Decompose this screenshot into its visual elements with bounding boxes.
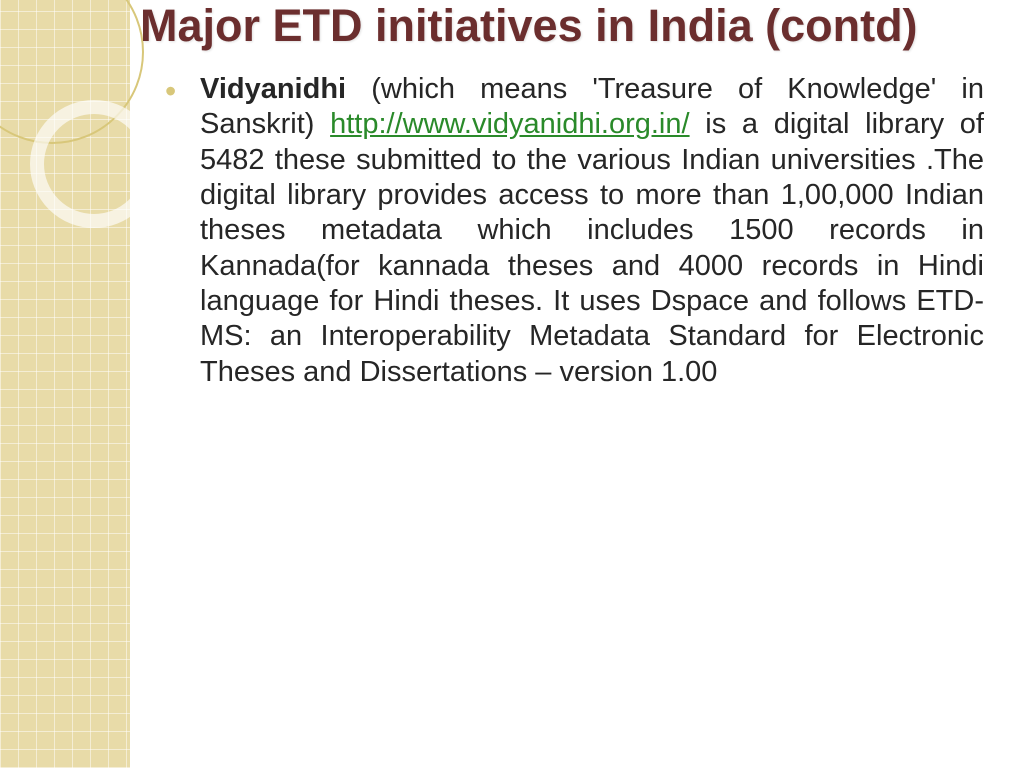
left-decorative-panel [0, 0, 130, 768]
bullet-text-part2: is a digital library of 5482 these submi… [200, 108, 984, 388]
decorative-circle-small [30, 100, 158, 228]
bullet-lead-bold: Vidyanidhi [200, 73, 346, 105]
bullet-item: Vidyanidhi (which means 'Treasure of Kno… [200, 72, 984, 390]
slide-content: Major ETD initiatives in India (contd) V… [140, 0, 994, 390]
slide-title: Major ETD initiatives in India (contd) [140, 0, 994, 52]
slide-body: Vidyanidhi (which means 'Treasure of Kno… [200, 72, 984, 390]
vidyanidhi-link[interactable]: http://www.vidyanidhi.org.in/ [330, 108, 689, 140]
